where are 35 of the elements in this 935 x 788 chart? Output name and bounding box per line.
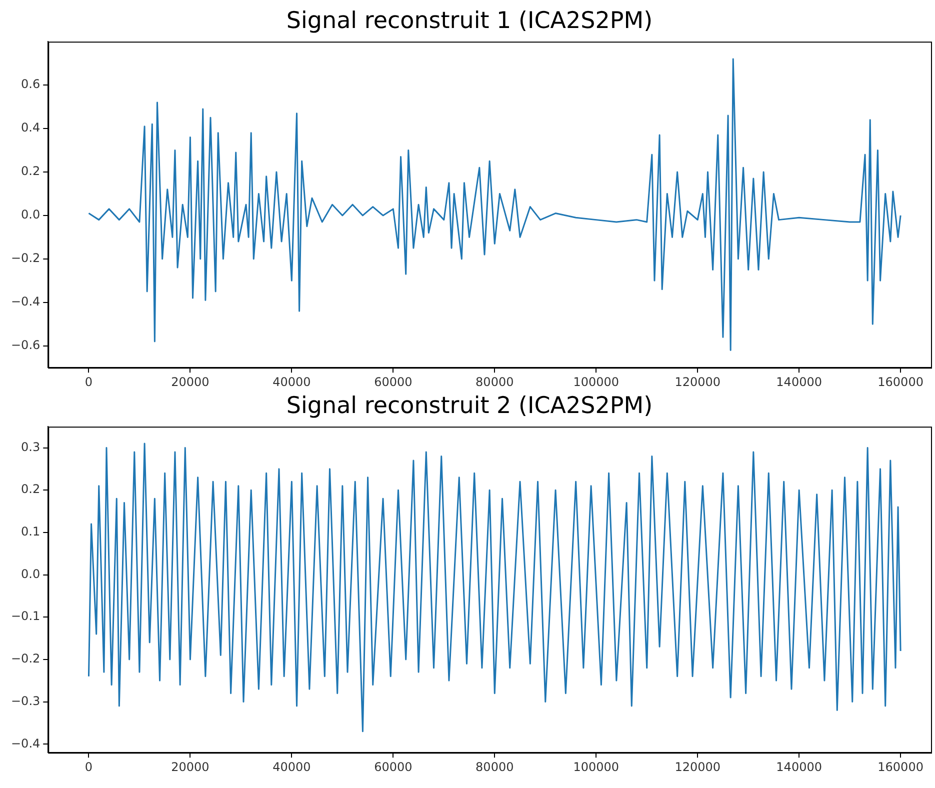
x-tick-label: 160000 [878, 374, 924, 389]
x-tick-label: 120000 [674, 374, 721, 389]
y-tick-label: 0.1 [21, 524, 40, 539]
y-tick-label: 0.3 [21, 440, 40, 454]
x-tick-label: 80000 [476, 760, 514, 774]
x-tick-label: 0 [84, 374, 93, 389]
x-tick-label: 60000 [374, 760, 412, 774]
x-tick-label: 160000 [878, 760, 924, 774]
y-tick-label: −0.2 [11, 251, 40, 266]
x-tick-label: 140000 [776, 374, 822, 389]
x-tick-label: 100000 [573, 760, 620, 774]
chart-title: Signal reconstruit 2 (ICA2S2PM) [286, 392, 653, 419]
x-tick-label: 40000 [272, 374, 311, 389]
y-tick-label: 0.6 [21, 77, 40, 92]
x-tick-label: 120000 [674, 760, 721, 774]
y-tick-label: 0.2 [21, 482, 40, 496]
y-tick-label: −0.4 [11, 294, 40, 309]
x-tick-label: 100000 [573, 374, 620, 389]
x-tick-label: 60000 [374, 374, 412, 389]
x-tick-label: 80000 [476, 374, 514, 389]
y-tick-label: −0.6 [11, 338, 40, 352]
y-tick-label: 0.0 [21, 208, 40, 222]
y-tick-label: 0.2 [21, 164, 40, 178]
x-tick-label: 0 [84, 760, 93, 774]
y-tick-label: 0.4 [21, 120, 40, 135]
chart-title: Signal reconstruit 1 (ICA2S2PM) [286, 8, 653, 34]
x-tick-label: 20000 [171, 760, 210, 774]
x-tick-label: 20000 [171, 374, 210, 389]
y-tick-label: 0.0 [21, 566, 40, 581]
y-tick-label: −0.2 [11, 652, 40, 666]
y-tick-label: −0.4 [11, 736, 40, 750]
x-tick-label: 140000 [776, 760, 822, 774]
x-tick-label: 40000 [272, 760, 311, 774]
y-tick-label: −0.3 [11, 694, 40, 708]
y-tick-label: −0.1 [11, 609, 40, 624]
